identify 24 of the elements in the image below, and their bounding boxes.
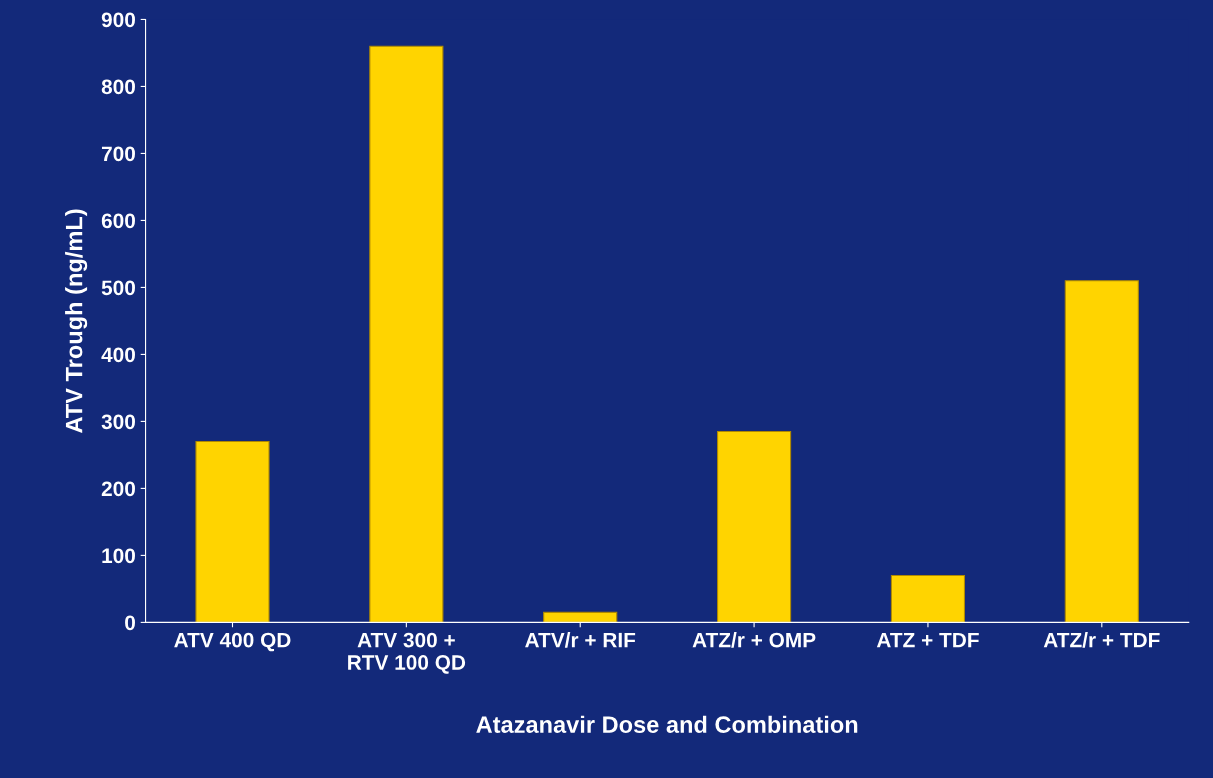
y-tick-label: 900: [101, 12, 135, 28]
x-tick-label: ATZ/r + OMP: [692, 632, 816, 648]
x-tick-label: ATV 300 + RTV 100 QD: [348, 632, 466, 674]
bar: [1064, 280, 1139, 623]
bar: [543, 611, 618, 623]
y-tick-label: 300: [101, 414, 135, 430]
x-tick-label: ATZ/r + TDF: [1043, 632, 1160, 648]
y-tick-label: 500: [101, 280, 135, 296]
y-tick-label: 700: [101, 146, 135, 162]
y-tick-label: 800: [101, 79, 135, 95]
y-axis-title: ATV Trough (ng/mL): [65, 209, 88, 433]
y-tick-label: 400: [101, 347, 135, 363]
bar: [890, 574, 966, 623]
bar: [717, 430, 792, 623]
x-axis-title: Atazanavir Dose and Combination: [476, 715, 858, 733]
y-tick-label: 200: [101, 481, 135, 497]
bar: [195, 440, 270, 623]
x-tick-label: ATZ + TDF: [876, 632, 979, 648]
x-tick-label: ATV 400 QD: [174, 632, 291, 652]
x-tick-label: ATV/r + RIF: [525, 632, 636, 648]
y-tick-label: 600: [101, 213, 135, 229]
bar: [369, 45, 444, 623]
y-tick-label: 100: [102, 548, 135, 564]
y-tick-label: 0: [125, 615, 135, 631]
